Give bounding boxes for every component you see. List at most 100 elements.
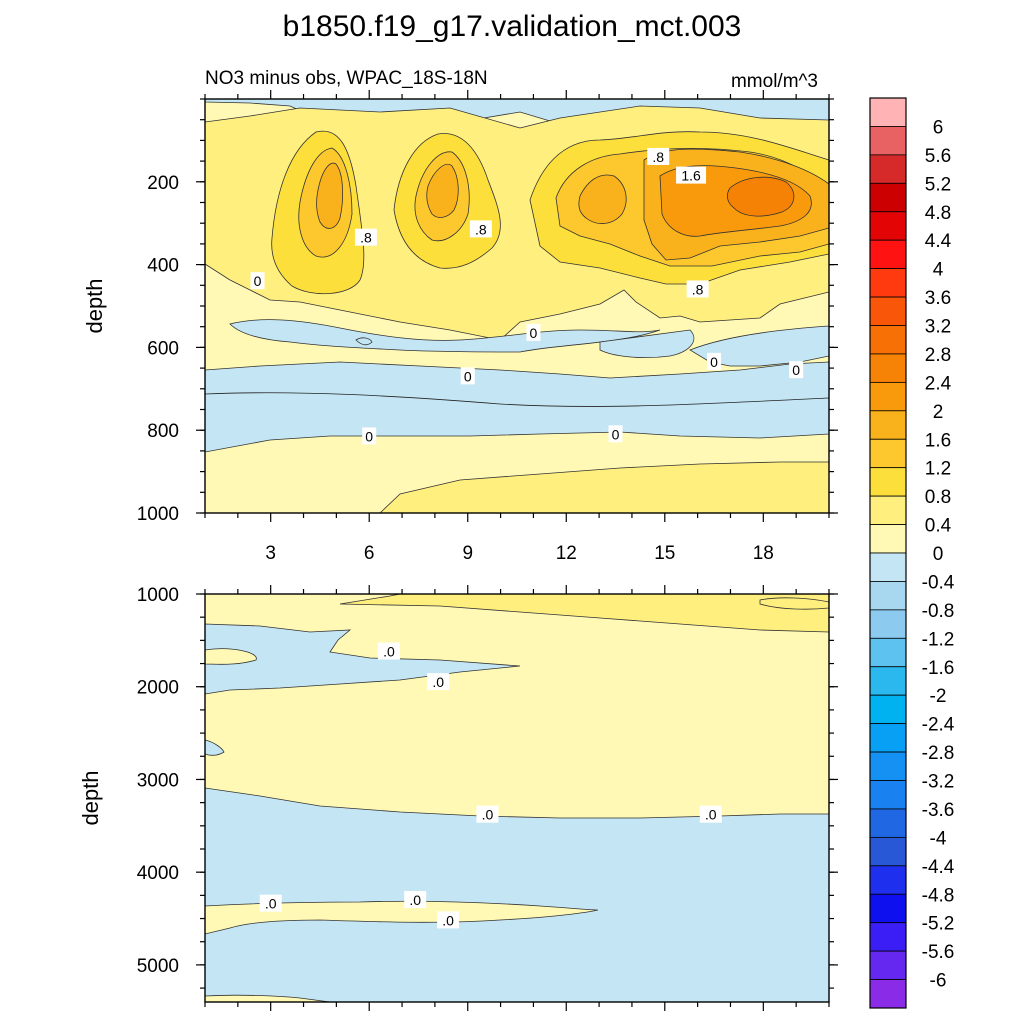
colorbar-label: -1.2	[922, 629, 955, 650]
colorbar-box	[869, 893, 907, 924]
colorbar-label: 1.2	[925, 459, 951, 480]
x-tick-label: 18	[753, 543, 774, 564]
colorbar-box	[869, 836, 907, 867]
contour-label: .8	[647, 147, 670, 165]
lower-pos-04-blob	[759, 597, 829, 610]
colorbar-label: 0	[933, 544, 944, 565]
y-tick-label: 3000	[137, 770, 179, 791]
x-tick-label: 3	[265, 543, 276, 564]
colorbar-label: 1.6	[925, 430, 951, 451]
colorbar-box	[869, 239, 907, 270]
colorbar-box	[869, 581, 907, 611]
upper-pos-16-b	[426, 163, 459, 218]
colorbar-label: -0.8	[922, 601, 955, 622]
lower-neg-small	[205, 739, 225, 756]
svg-text:.0: .0	[265, 896, 277, 912]
colorbar-label: 5.6	[925, 146, 951, 167]
colorbar-box	[869, 296, 907, 326]
colorbar-label: -6	[930, 971, 947, 992]
colorbar-box	[869, 381, 907, 412]
contour-label: 0	[362, 427, 377, 445]
colorbar-box	[869, 467, 907, 497]
svg-text:.8: .8	[360, 230, 372, 246]
lower-neg-upper	[205, 623, 521, 695]
upper-pos-16-c	[578, 174, 627, 224]
colorbar-label: 4.8	[925, 203, 951, 224]
colorbar-label: -5.6	[922, 942, 955, 963]
colorbar-box	[869, 609, 907, 639]
svg-text:.8: .8	[475, 221, 487, 237]
lower-neg-deep	[205, 787, 829, 1002]
colorbar-box	[869, 552, 907, 582]
upper-panel: 200 400 600 800 1000 3 6 9 12 15 18 0 .8 .8 .8 1.6 .8 0 0 0…	[82, 90, 838, 564]
upper-neg-lens3	[355, 337, 373, 346]
colorbar-box	[869, 694, 907, 725]
upper-neg-mid3	[689, 325, 829, 367]
contour-label: .0	[699, 805, 722, 823]
svg-text:0: 0	[792, 362, 800, 378]
colorbar-box	[869, 666, 907, 696]
lower-neg-upper-hole	[205, 648, 257, 665]
svg-text:.0: .0	[409, 892, 421, 908]
svg-text:0: 0	[710, 354, 718, 370]
figure-title: b1850.f19_g17.validation_mct.003	[283, 10, 742, 43]
contour-label: .0	[427, 673, 450, 691]
y-tick-label: 200	[147, 173, 179, 194]
lower-pos-lens	[205, 900, 599, 935]
colorbar-label: 4.4	[925, 231, 952, 252]
lower-panel: 1000 2000 3000 4000 5000 .0 .0 .0 .0 .0 .0 .0 depth	[78, 585, 838, 1011]
colorbar-label: -1.6	[922, 658, 955, 679]
y-tick-label: 1000	[137, 585, 179, 606]
contour-label: 0	[526, 323, 541, 341]
colorbar-box	[869, 780, 907, 810]
colorbar-box	[869, 211, 907, 241]
upper-pos-24	[726, 176, 795, 217]
y-tick-label: 800	[147, 421, 179, 442]
colorbar-label: -3.2	[922, 772, 955, 793]
contour-label: .0	[404, 891, 427, 908]
colorbar-box	[869, 865, 907, 895]
colorbar-label: 0.4	[925, 516, 952, 537]
y-tick-label: 5000	[137, 956, 179, 977]
colorbar-label: 2	[933, 402, 944, 423]
colorbar-box	[869, 353, 907, 383]
y-tick-label: 600	[147, 338, 179, 359]
y-tick-label: 2000	[137, 678, 179, 699]
upper-neg-mid2	[599, 329, 695, 358]
svg-text:0: 0	[365, 428, 373, 444]
colorbar-box	[869, 154, 907, 184]
contour-label: 0	[789, 361, 804, 379]
colorbar-box	[869, 182, 907, 213]
contour-label: 0	[707, 352, 722, 370]
colorbar-box	[869, 495, 907, 525]
panel-right-string: mmol/m^3	[731, 71, 818, 92]
colorbar-box	[869, 524, 907, 554]
contour-label: .8	[686, 280, 709, 298]
contour-label: .0	[437, 911, 460, 929]
contour-label: 0	[608, 425, 623, 443]
upper-pos-16-a	[316, 162, 344, 229]
colorbar-label: 5.2	[925, 174, 951, 195]
svg-text:0: 0	[612, 426, 620, 442]
x-tick-label: 9	[462, 543, 473, 564]
x-tick-label: 15	[654, 543, 675, 564]
svg-text:.8: .8	[692, 281, 704, 297]
colorbar-label: 0.8	[925, 487, 951, 508]
colorbar-box	[869, 637, 907, 668]
contour-label: 1.6	[676, 166, 707, 184]
x-tick-label: 12	[556, 543, 577, 564]
colorbar-box	[869, 325, 907, 355]
svg-text:1.6: 1.6	[681, 168, 701, 184]
colorbar-label: 2.8	[925, 345, 951, 366]
upper-ylabel: depth	[82, 278, 107, 333]
colorbar-box	[869, 808, 907, 838]
lower-pos-bottom	[205, 994, 331, 1002]
colorbar-label: 6	[933, 117, 944, 138]
colorbar-frame	[869, 97, 907, 1009]
contour-label: .0	[476, 805, 499, 823]
colorbar-label: -4.8	[922, 885, 955, 906]
contour-label: 0	[250, 272, 265, 290]
contour-label: .8	[354, 228, 377, 246]
colorbar-box	[869, 97, 907, 127]
